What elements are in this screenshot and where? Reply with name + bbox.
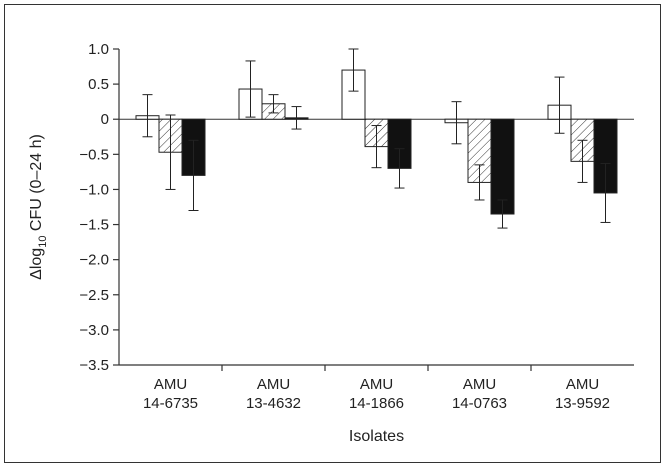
y-tick-label: 0.5	[88, 76, 109, 93]
error-bars	[142, 48, 611, 229]
y-tick-label: −2.5	[79, 287, 109, 304]
x-tick-label: 13-4632	[246, 395, 301, 412]
y-tick-label: −2.0	[79, 252, 109, 269]
y-tick-label: 1.0	[88, 41, 109, 58]
x-tick-label: AMU	[463, 376, 496, 393]
x-tick-label: AMU	[154, 376, 187, 393]
y-tick-label: −3.5	[79, 357, 109, 374]
bar-chart: 1.0 0.5 0 −0.5 −1.0 −1.5 −2.0 −2.5 −3.0 −3.5 AMU 14…	[28, 41, 634, 445]
x-tick-label: 14-1866	[349, 395, 404, 412]
x-axis-label: Isolates	[349, 428, 404, 445]
y-tick-label: 0	[101, 111, 109, 128]
x-tick-label: AMU	[360, 376, 393, 393]
x-tick-label: 14-6735	[143, 395, 198, 412]
x-tick-label: 14-0763	[452, 395, 507, 412]
y-axis-label: Δlog10 CFU (0–24 h)	[28, 134, 49, 280]
y-tick-label: −1.5	[79, 217, 109, 234]
x-tick-label: AMU	[566, 376, 599, 393]
y-tick-label: −1.0	[79, 181, 109, 198]
y-axis-label-subscript: 10	[37, 236, 49, 248]
x-tick-label: 13-9592	[555, 395, 610, 412]
x-tick-label: AMU	[257, 376, 290, 393]
y-axis-label-prefix: Δlog	[28, 248, 45, 280]
y-tick-label: −3.0	[79, 322, 109, 339]
y-axis-label-suffix: CFU (0–24 h)	[28, 134, 45, 235]
axes	[118, 49, 634, 366]
chart-frame: 1.0 0.5 0 −0.5 −1.0 −1.5 −2.0 −2.5 −3.0 −3.5 AMU 14…	[4, 4, 661, 463]
ticks: 1.0 0.5 0 −0.5 −1.0 −1.5 −2.0 −2.5 −3.0 −3.5 AMU 14…	[79, 41, 610, 412]
y-tick-label: −0.5	[79, 146, 109, 163]
